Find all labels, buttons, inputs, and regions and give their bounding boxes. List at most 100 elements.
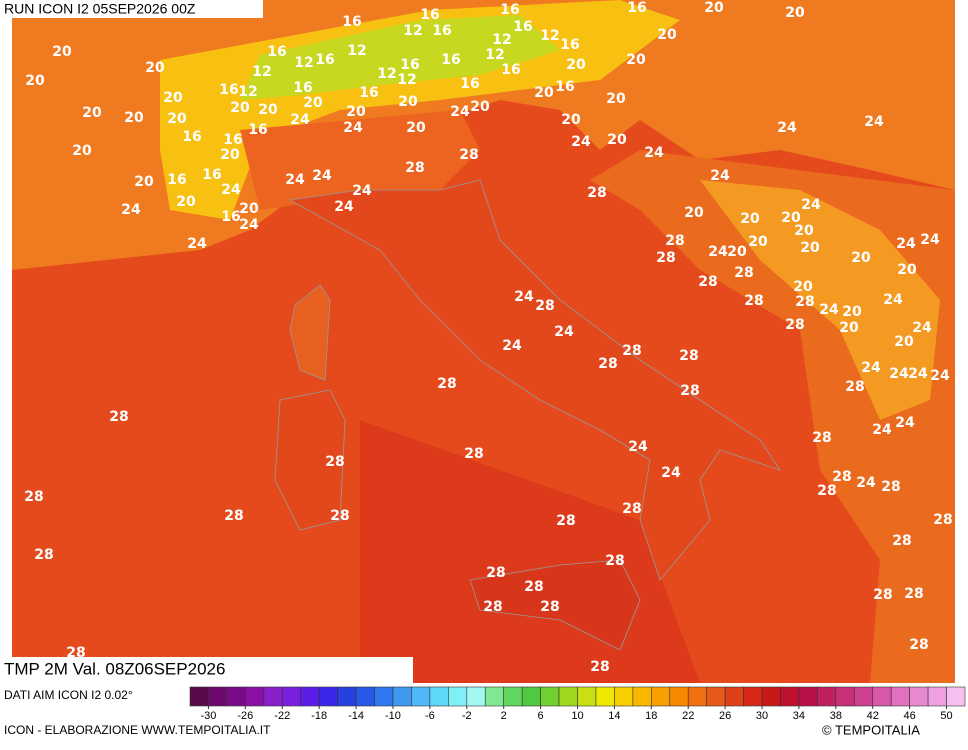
colorbar-cell bbox=[817, 686, 837, 707]
contour-label: 24 bbox=[864, 114, 884, 130]
contour-label: 16 bbox=[460, 76, 479, 92]
colorbar-cell bbox=[743, 686, 763, 707]
contour-label: 28 bbox=[540, 599, 559, 615]
contour-label: 28 bbox=[598, 356, 617, 372]
contour-label: 20 bbox=[566, 57, 586, 73]
contour-label: 24 bbox=[872, 422, 892, 438]
contour-label: 16 bbox=[501, 62, 520, 78]
contour-label: 24 bbox=[889, 366, 909, 382]
contour-label: 20 bbox=[303, 95, 323, 111]
colorbar-cell bbox=[484, 686, 504, 707]
contour-label: 12 bbox=[492, 32, 511, 48]
colorbar-cell bbox=[706, 686, 726, 707]
contour-label: 20 bbox=[534, 85, 554, 101]
contour-label: 24 bbox=[334, 199, 354, 215]
colorbar-cell bbox=[208, 686, 228, 707]
colorbar-cell bbox=[374, 686, 394, 707]
sardinia bbox=[274, 389, 346, 531]
contour-label: 28 bbox=[524, 579, 543, 595]
contour-label: 20 bbox=[176, 194, 196, 210]
colorbar-tick-label: -2 bbox=[462, 710, 472, 722]
contour-label: 28 bbox=[556, 513, 575, 529]
contour-label: 12 bbox=[252, 64, 271, 80]
contour-label: 20 bbox=[894, 334, 914, 350]
colorbar-tick-label: 2 bbox=[501, 710, 507, 722]
contour-label: 16 bbox=[293, 80, 312, 96]
contour-label: 20 bbox=[748, 234, 768, 250]
contour-label: 28 bbox=[679, 348, 698, 364]
source: DATI AIM ICON I2 0.02° bbox=[4, 688, 133, 702]
contour-label: 24 bbox=[514, 289, 534, 305]
colorbar-tick-label: 30 bbox=[756, 710, 768, 722]
contour-label: 20 bbox=[82, 105, 102, 121]
colorbar-cell bbox=[669, 686, 689, 707]
colorbar-cell bbox=[245, 686, 265, 707]
contour-label: 20 bbox=[258, 102, 278, 118]
contour-label: 16 bbox=[500, 2, 519, 18]
colorbar-cell bbox=[337, 686, 357, 707]
contour-label: 28 bbox=[483, 599, 502, 615]
contour-label: 16 bbox=[202, 167, 221, 183]
contour-label: 28 bbox=[224, 508, 243, 524]
colorbar-cell bbox=[890, 686, 910, 707]
colorbar-tick-label: 50 bbox=[940, 710, 952, 722]
contour-label: 28 bbox=[590, 659, 609, 675]
contour-label: 12 bbox=[397, 72, 416, 88]
contour-label: 24 bbox=[861, 360, 881, 376]
contour-label: 24 bbox=[895, 415, 915, 431]
colorbar-cell bbox=[761, 686, 781, 707]
contour-label: 28 bbox=[680, 383, 699, 399]
contour-label: 28 bbox=[605, 553, 624, 569]
contour-label: 20 bbox=[52, 44, 72, 60]
contour-label: 24 bbox=[908, 366, 928, 382]
field-title: TMP 2M Val. 08Z06SEP2026 bbox=[4, 659, 225, 678]
run-box bbox=[0, 0, 263, 18]
contour-label: 24 bbox=[628, 439, 648, 455]
contour-label: 24 bbox=[352, 183, 372, 199]
contour-label: 12 bbox=[485, 47, 504, 63]
colorbar-tick-label: 46 bbox=[904, 710, 916, 722]
colorbar-cell bbox=[263, 686, 283, 707]
contour-label: 20 bbox=[25, 73, 45, 89]
contour-label: 28 bbox=[892, 533, 911, 549]
contour-label: 20 bbox=[134, 174, 154, 190]
contour-label: 20 bbox=[470, 99, 490, 115]
contour-label: 24 bbox=[777, 120, 797, 136]
contour-label: 16 bbox=[441, 52, 460, 68]
colorbar-cell bbox=[281, 686, 302, 707]
colorbar-cell bbox=[780, 686, 800, 707]
contour-label: 20 bbox=[781, 210, 801, 226]
contour-label: 24 bbox=[710, 168, 730, 184]
contour-label: 20 bbox=[785, 5, 805, 21]
colorbar-cell bbox=[503, 686, 523, 707]
italy bbox=[288, 179, 781, 581]
contour-label: 28 bbox=[622, 343, 641, 359]
contour-label: 28 bbox=[656, 250, 675, 266]
colorbar-cell bbox=[651, 686, 671, 707]
contour-label: 24 bbox=[502, 338, 522, 354]
contour-label: 28 bbox=[795, 294, 814, 310]
contour-label: 24 bbox=[554, 324, 574, 340]
contour-label: 16 bbox=[342, 14, 361, 30]
contour-label: 24 bbox=[920, 232, 940, 248]
colorbar-tick-label: -18 bbox=[311, 710, 327, 722]
contour-label: 20 bbox=[626, 52, 646, 68]
copyright: © TEMPOITALIA bbox=[822, 722, 920, 737]
contour-label: 24 bbox=[708, 244, 728, 260]
contour-label: 28 bbox=[845, 379, 864, 395]
colorbar-cell bbox=[318, 686, 338, 707]
colorbar-cell bbox=[946, 686, 966, 707]
contour-label: 28 bbox=[464, 446, 483, 462]
contour-label: 28 bbox=[873, 587, 892, 603]
contour-label: 24 bbox=[450, 104, 470, 120]
colorbar-cell bbox=[521, 686, 541, 707]
contour-label: 20 bbox=[230, 100, 250, 116]
contour-label: 28 bbox=[665, 233, 684, 249]
colorbar-cell bbox=[835, 686, 855, 707]
contour-label: 20 bbox=[163, 90, 183, 106]
colorbar-cell bbox=[927, 686, 947, 707]
colorbar-cell bbox=[540, 686, 560, 707]
contour-label: 28 bbox=[325, 454, 344, 470]
contour-label: 16 bbox=[267, 44, 286, 60]
